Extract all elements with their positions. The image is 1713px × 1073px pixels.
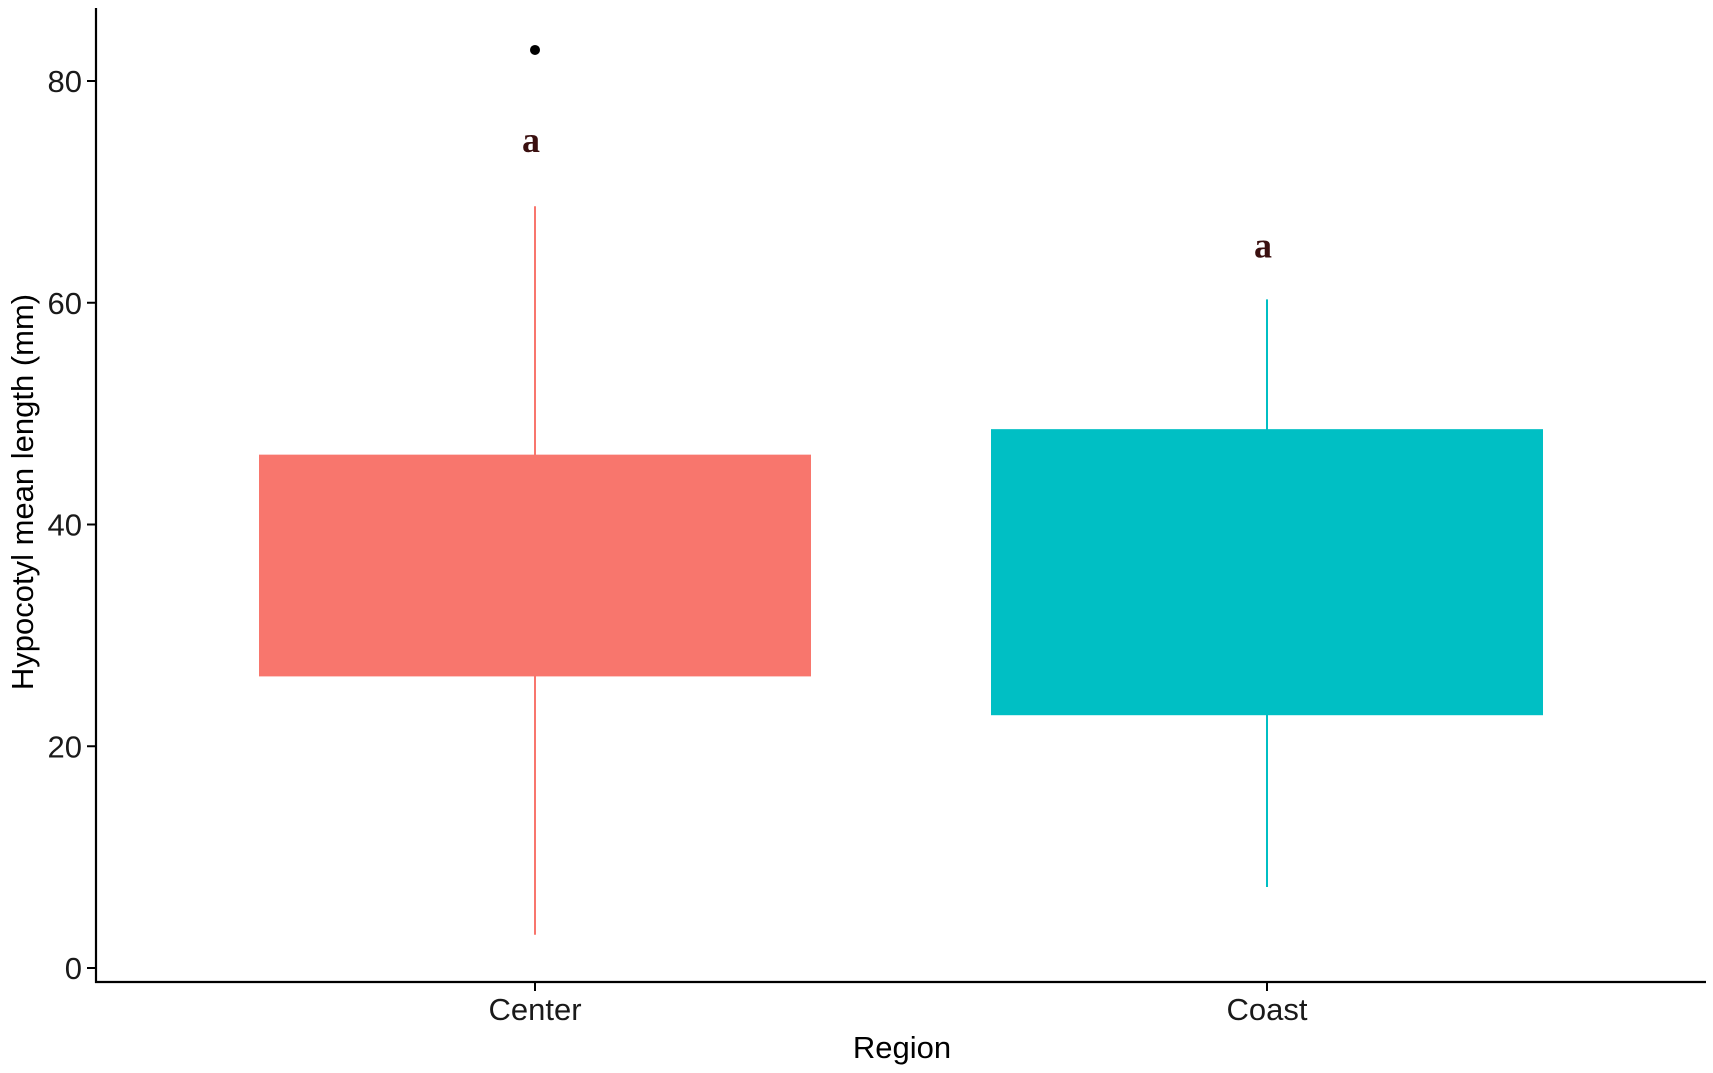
x-axis-title: Region (853, 1030, 951, 1065)
outlier-point (530, 44, 540, 55)
plot-area: aa (259, 44, 1543, 935)
y-tick-label: 40 (48, 508, 82, 543)
y-axis-ticks: 0 20 40 60 80 (48, 64, 96, 986)
box-body (259, 454, 811, 677)
y-tick-label: 20 (48, 729, 82, 764)
x-tick-label: Center (488, 992, 581, 1027)
box-coast: a (991, 225, 1543, 888)
y-tick-label: 80 (48, 64, 82, 99)
box-center: a (259, 44, 811, 935)
y-axis-title: Hypocotyl mean length (mm) (5, 294, 40, 690)
y-tick-label: 0 (65, 951, 82, 986)
box-body (991, 429, 1543, 716)
significance-letter: a (1254, 225, 1272, 265)
y-tick-label: 60 (48, 286, 82, 321)
x-tick-label: Coast (1227, 992, 1308, 1027)
x-axis-ticks: Center Coast (488, 982, 1308, 1027)
significance-letter: a (522, 120, 540, 160)
